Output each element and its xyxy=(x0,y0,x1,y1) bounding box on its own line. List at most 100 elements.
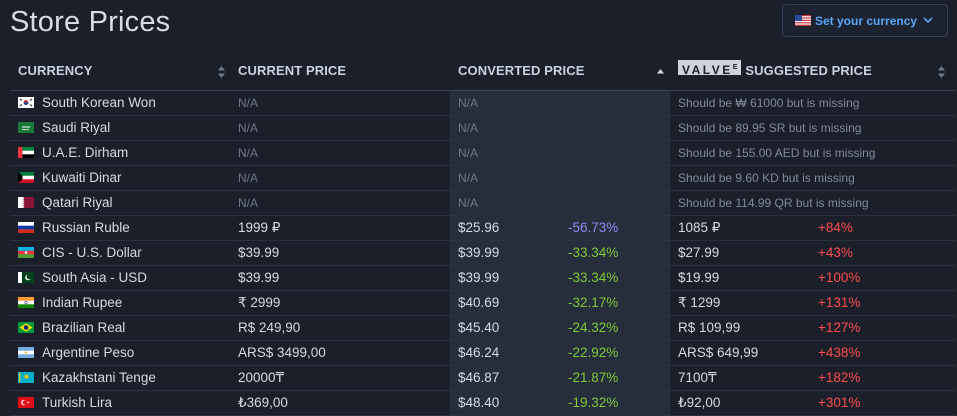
converted-difference: -33.34% xyxy=(568,270,619,285)
valve-logo: VALVEE xyxy=(678,60,742,77)
table-row: Russian Ruble 1999 ₽ $25.96 -56.73% 1085 ₽ +8… xyxy=(10,216,956,241)
currency-name: Saudi Riyal xyxy=(42,120,111,135)
current-price: N/A xyxy=(238,146,259,160)
suggested-difference: +131% xyxy=(818,295,861,310)
table-row: U.A.E. Dirham N/A N/A Should be 155.00 AED … xyxy=(10,141,956,166)
currency-name: Kuwaiti Dinar xyxy=(42,170,122,185)
currency-name: South Asia - USD xyxy=(42,270,148,285)
missing-price-note: Should be 89.95 SR but is missing xyxy=(678,121,862,135)
currency-name: Russian Ruble xyxy=(42,220,130,235)
suggested-difference: +43% xyxy=(818,245,853,260)
currency-name: Indian Rupee xyxy=(42,295,123,310)
table-row: Indian Rupee ₹ 2999 $40.69 -32.17% ₹ 1299 +13… xyxy=(10,291,956,316)
kz-flag-icon xyxy=(18,372,34,383)
suggested-price: R$ 109,99 xyxy=(678,320,741,335)
current-price: ₹ 2999 xyxy=(238,295,281,310)
header-suggested-price[interactable]: VALVEE SUGGESTED PRICE xyxy=(678,54,872,90)
converted-price: N/A xyxy=(458,196,479,210)
sort-both-icon[interactable] xyxy=(217,65,226,79)
converted-column-bg xyxy=(450,391,670,415)
header-current-price[interactable]: CURRENT PRICE xyxy=(238,63,347,78)
table-row: Brazilian Real R$ 249,90 $45.40 -24.32% R$ 1… xyxy=(10,316,956,341)
converted-column-bg xyxy=(450,291,670,315)
current-price: 20000₸ xyxy=(238,370,285,385)
converted-column-bg xyxy=(450,141,670,165)
page-title: Store Prices xyxy=(10,6,171,38)
converted-column-bg xyxy=(450,266,670,290)
table-row: Kazakhstani Tenge 20000₸ $46.87 -21.87% 7100… xyxy=(10,366,956,391)
currency-name: Turkish Lira xyxy=(42,395,113,410)
ru-flag-icon xyxy=(18,222,34,233)
suggested-difference: +127% xyxy=(818,320,861,335)
table-row: Saudi Riyal N/A N/A Should be 89.95 SR but … xyxy=(10,116,956,141)
converted-price: $25.96 xyxy=(458,220,500,235)
table-row: Argentine Peso ARS$ 3499,00 $46.24 -22.92% A… xyxy=(10,341,956,366)
current-price: $39.99 xyxy=(238,245,280,260)
converted-column-bg xyxy=(450,241,670,265)
ae-flag-icon xyxy=(18,147,34,158)
converted-column-bg xyxy=(450,216,670,240)
current-price: ₺369,00 xyxy=(238,395,288,410)
suggested-price: ₹ 1299 xyxy=(678,295,721,310)
missing-price-note: Should be ₩ 61000 but is missing xyxy=(678,96,860,110)
table-row: Turkish Lira ₺369,00 $48.40 -19.32% ₺92,00 +3… xyxy=(10,391,956,416)
suggested-price: 1085 ₽ xyxy=(678,220,721,235)
converted-column-bg xyxy=(450,341,670,365)
header-currency[interactable]: CURRENCY xyxy=(18,63,93,78)
chevron-down-icon xyxy=(923,17,933,24)
pk-flag-icon xyxy=(18,272,34,283)
suggested-difference: +182% xyxy=(818,370,861,385)
kw-flag-icon xyxy=(18,172,34,183)
converted-price: $39.99 xyxy=(458,245,500,260)
missing-price-note: Should be 114.99 QR but is missing xyxy=(678,196,869,210)
converted-column-bg xyxy=(450,191,670,215)
currency-name: Argentine Peso xyxy=(42,345,135,360)
set-currency-label: Set your currency xyxy=(815,13,918,28)
in-flag-icon xyxy=(18,297,34,308)
kr-flag-icon xyxy=(18,97,34,108)
converted-price: $40.69 xyxy=(458,295,500,310)
currency-name: CIS - U.S. Dollar xyxy=(42,245,142,260)
converted-price: $46.87 xyxy=(458,370,500,385)
table-row: South Asia - USD $39.99 $39.99 -33.34% $19.9… xyxy=(10,266,956,291)
converted-price: $45.40 xyxy=(458,320,500,335)
sort-asc-icon[interactable] xyxy=(656,65,665,79)
currency-name: Brazilian Real xyxy=(42,320,126,335)
converted-price: N/A xyxy=(458,121,479,135)
current-price: 1999 ₽ xyxy=(238,220,281,235)
qa-flag-icon xyxy=(18,197,34,208)
sort-both-icon[interactable] xyxy=(937,65,946,79)
converted-price: N/A xyxy=(458,171,479,185)
converted-column-bg xyxy=(450,366,670,390)
suggested-price: ₺92,00 xyxy=(678,395,721,410)
suggested-difference: +100% xyxy=(818,270,861,285)
converted-column-bg xyxy=(450,316,670,340)
current-price: N/A xyxy=(238,196,259,210)
header-converted-price[interactable]: CONVERTED PRICE xyxy=(458,63,585,78)
suggested-price: $19.99 xyxy=(678,270,720,285)
converted-column-bg xyxy=(450,166,670,190)
current-price: N/A xyxy=(238,171,259,185)
ar-flag-icon xyxy=(18,347,34,358)
missing-price-note: Should be 155.00 AED but is missing xyxy=(678,146,876,160)
converted-difference: -24.32% xyxy=(568,320,619,335)
current-price: R$ 249,90 xyxy=(238,320,301,335)
converted-column-bg xyxy=(450,91,670,115)
currency-name: U.A.E. Dirham xyxy=(42,145,129,160)
current-price: $39.99 xyxy=(238,270,280,285)
converted-difference: -32.17% xyxy=(568,295,619,310)
table-row: Kuwaiti Dinar N/A N/A Should be 9.60 KD but… xyxy=(10,166,956,191)
currency-name: Kazakhstani Tenge xyxy=(42,370,156,385)
converted-price: $46.24 xyxy=(458,345,500,360)
current-price: N/A xyxy=(238,121,259,135)
suggested-difference: +84% xyxy=(818,220,853,235)
suggested-difference: +301% xyxy=(818,395,861,410)
converted-price: $39.99 xyxy=(458,270,500,285)
table-row: CIS - U.S. Dollar $39.99 $39.99 -33.34% $27.… xyxy=(10,241,956,266)
suggested-price: ARS$ 649,99 xyxy=(678,345,759,360)
currency-name: Qatari Riyal xyxy=(42,195,113,210)
converted-price: N/A xyxy=(458,96,479,110)
converted-difference: -56.73% xyxy=(568,220,619,235)
us-flag-icon xyxy=(795,15,811,26)
set-currency-button[interactable]: Set your currency xyxy=(782,4,948,37)
